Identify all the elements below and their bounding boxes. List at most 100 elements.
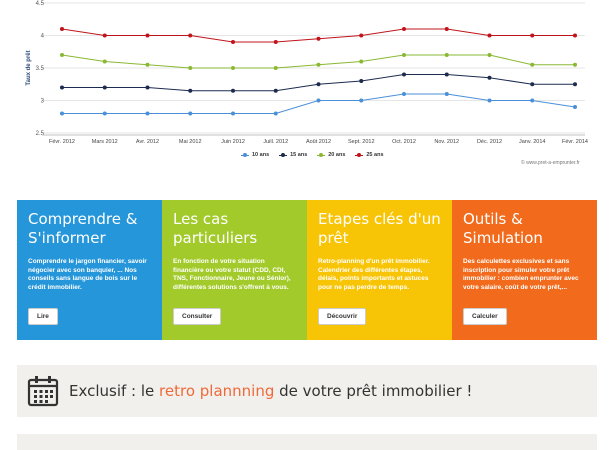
rate-chart-svg: 2.5 3 3.5 4 4.5 Taux de prêt Févr. 2012 Mars 20…: [26, 1, 588, 145]
data-point: [444, 27, 449, 31]
legend-label: 15 ans: [290, 152, 308, 158]
x-tick-label: Mai 2012: [179, 139, 202, 145]
data-point: [530, 62, 535, 67]
data-point: [530, 82, 535, 87]
retro-planning-banner[interactable]: Exclusif : le retro plannning de votre p…: [17, 365, 597, 417]
x-tick-label: Août 2012: [306, 139, 331, 145]
data-point: [487, 98, 492, 103]
legend-marker: [241, 153, 249, 157]
x-tick-label: Juill. 2012: [263, 139, 288, 145]
banner-prefix: Exclusif : le: [69, 382, 160, 400]
data-point: [530, 98, 535, 103]
x-tick-label: Oct. 2012: [392, 139, 416, 145]
data-point: [316, 82, 321, 87]
card-title: Comprendre & S'informer: [28, 210, 138, 247]
data-point: [231, 111, 235, 116]
legend-item[interactable]: 10 ans: [241, 152, 269, 158]
card-description: Retro-planning d'un prêt immobilier. Cal…: [318, 258, 430, 291]
x-tick-label: Nov. 2012: [434, 139, 459, 145]
data-point: [359, 33, 364, 38]
data-point: [145, 62, 150, 67]
data-point: [316, 36, 321, 41]
data-point: [487, 53, 492, 57]
data-point: [273, 111, 278, 116]
data-point: [273, 66, 278, 70]
separator: [0, 180, 609, 200]
legend-item[interactable]: 20 ans: [317, 152, 345, 158]
data-point: [573, 82, 577, 87]
x-tick-label: Janv. 2014: [519, 139, 546, 145]
legend-item[interactable]: 15 ans: [279, 152, 307, 158]
series-line: [62, 93, 576, 114]
card-etapes: Etapes clés d'un prêt Retro-planning d'u…: [307, 200, 452, 340]
data-point: [444, 72, 449, 77]
read-button[interactable]: Lire: [28, 308, 58, 325]
data-point: [359, 59, 364, 64]
legend-label: 25 ans: [366, 152, 384, 158]
data-point: [60, 27, 64, 31]
data-point: [402, 27, 406, 31]
x-tick-label: Févr. 2012: [49, 139, 75, 145]
x-tick-label: Mars 2012: [92, 139, 118, 145]
data-point: [102, 85, 107, 90]
y-tick-label: 4.5: [36, 1, 45, 7]
y-tick-label: 4: [41, 34, 45, 40]
y-tick-label: 2.5: [36, 131, 45, 137]
card-title: Etapes clés d'un prêt: [318, 210, 441, 247]
rate-chart: 2.5 3 3.5 4 4.5 Taux de prêt Févr. 2012 Mars 20…: [0, 0, 609, 180]
retro-planning-link[interactable]: retro plannning: [159, 382, 275, 400]
x-tick-label: Févr. 2014: [562, 139, 588, 145]
data-point: [573, 62, 577, 67]
banner-text: Exclusif : le retro plannning de votre p…: [69, 382, 472, 400]
y-axis-label: Taux de prêt: [26, 50, 32, 85]
discover-button[interactable]: Découvrir: [318, 308, 367, 325]
data-point: [273, 88, 278, 93]
chart-legend: 10 ans 15 ans 20 ans 25 ans: [241, 152, 384, 158]
data-point: [402, 53, 406, 57]
data-point: [316, 62, 321, 67]
data-point: [145, 33, 150, 38]
data-point: [487, 33, 492, 38]
data-point: [530, 33, 535, 38]
data-point: [60, 53, 64, 57]
y-tick-label: 3.5: [36, 66, 45, 72]
data-point: [444, 92, 449, 96]
card-title: Les cas particuliers: [173, 210, 258, 247]
data-point: [188, 88, 193, 93]
data-point: [316, 98, 321, 103]
data-point: [188, 66, 193, 70]
data-point: [231, 40, 235, 44]
calculate-button[interactable]: Calculer: [463, 308, 507, 325]
data-point: [573, 33, 577, 38]
data-point: [102, 59, 107, 64]
data-point: [273, 40, 278, 44]
data-point: [188, 111, 193, 116]
legend-marker: [279, 153, 288, 157]
legend-marker: [317, 153, 326, 157]
card-comprendre: Comprendre & S'informer Comprendre le ja…: [17, 200, 162, 340]
data-point: [402, 92, 406, 96]
data-point: [188, 33, 193, 38]
legend-label: 20 ans: [328, 152, 346, 158]
card-outils: Outils & Simulation Des calculettes excl…: [452, 200, 597, 340]
data-point: [102, 111, 107, 116]
data-point: [359, 79, 364, 83]
feature-cards: Comprendre & S'informer Comprendre le ja…: [17, 200, 597, 340]
data-point: [60, 111, 64, 116]
x-tick-label: Sept. 2012: [348, 139, 375, 145]
x-tick-label: Déc. 2012: [477, 139, 502, 145]
legend-label: 10 ans: [252, 152, 270, 158]
card-description: Des calculettes exclusives et sans inscr…: [463, 258, 579, 291]
y-tick-label: 3: [41, 99, 45, 105]
data-point: [231, 88, 235, 93]
data-point: [102, 33, 107, 38]
banner-suffix: de votre prêt immobilier !: [274, 382, 473, 400]
card-cas-particuliers: Les cas particuliers En fonction de votr…: [162, 200, 307, 340]
x-tick-label: Juin 2012: [221, 139, 245, 145]
legend-item[interactable]: 25 ans: [355, 152, 384, 158]
data-point: [145, 111, 150, 116]
consult-button[interactable]: Consulter: [173, 308, 222, 325]
data-point: [359, 98, 364, 103]
data-point: [60, 85, 64, 90]
data-point: [231, 66, 235, 70]
